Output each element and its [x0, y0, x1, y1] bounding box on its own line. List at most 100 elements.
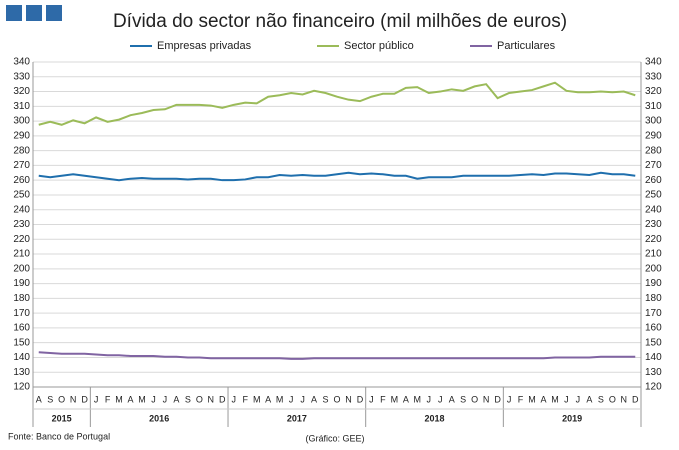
x-tick-label: M [253, 394, 261, 404]
legend-label: Sector público [344, 40, 414, 52]
x-tick-label: S [460, 394, 466, 404]
y-tick-label: 330 [13, 71, 30, 82]
x-tick-label: J [438, 394, 443, 404]
y2-tick-label: 270 [645, 160, 662, 171]
y-tick-label: 230 [13, 219, 30, 230]
legend-label: Empresas privadas [157, 40, 252, 52]
y-tick-label: 200 [13, 263, 30, 274]
x-tick-label: O [471, 394, 478, 404]
x-tick-label: J [427, 394, 432, 404]
y-tick-label: 220 [13, 234, 30, 245]
y2-tick-label: 300 [645, 116, 662, 127]
x-tick-label: S [47, 394, 53, 404]
x-tick-label: A [128, 394, 134, 404]
x-tick-label: N [345, 394, 352, 404]
x-tick-label: F [380, 394, 386, 404]
x-tick-label: M [414, 394, 422, 404]
y2-tick-label: 180 [645, 293, 662, 304]
x-tick-label: F [105, 394, 111, 404]
chart-title: Dívida do sector não financeiro (mil mil… [113, 11, 567, 32]
y-tick-label: 280 [13, 145, 30, 156]
y2-tick-label: 220 [645, 234, 662, 245]
y-tick-label: 270 [13, 160, 30, 171]
x-tick-label: A [36, 394, 42, 404]
x-tick-label: M [551, 394, 559, 404]
y-tick-label: 340 [13, 57, 30, 68]
logo-square [46, 5, 62, 21]
x-tick-label: D [632, 394, 639, 404]
y2-tick-label: 200 [645, 263, 662, 274]
y2-tick-label: 330 [645, 71, 662, 82]
x-tick-label: A [540, 394, 546, 404]
y2-tick-label: 260 [645, 175, 662, 186]
legend-label: Particulares [497, 40, 556, 52]
y-tick-label: 310 [13, 101, 30, 112]
y-tick-label: 130 [13, 367, 30, 378]
y2-tick-label: 160 [645, 323, 662, 334]
y-tick-label: 250 [13, 190, 30, 201]
y-tick-label: 210 [13, 249, 30, 260]
year-label: 2016 [149, 413, 169, 423]
y2-tick-label: 320 [645, 86, 662, 97]
y-tick-label: 140 [13, 352, 30, 363]
y2-tick-label: 130 [645, 367, 662, 378]
x-tick-label: J [94, 394, 99, 404]
x-tick-label: M [115, 394, 123, 404]
x-tick-label: D [357, 394, 364, 404]
y2-tick-label: 290 [645, 131, 662, 142]
y2-tick-label: 190 [645, 278, 662, 289]
series-line [38, 81, 636, 126]
y-tick-label: 260 [13, 175, 30, 186]
x-tick-label: J [564, 394, 569, 404]
y-tick-label: 240 [13, 204, 30, 215]
x-tick-label: M [276, 394, 284, 404]
x-tick-label: S [598, 394, 604, 404]
x-tick-label: D [494, 394, 501, 404]
y-tick-label: 170 [13, 308, 30, 319]
y-tick-label: 160 [13, 323, 30, 334]
y2-tick-label: 340 [645, 57, 662, 68]
x-tick-label: A [311, 394, 317, 404]
y2-tick-label: 120 [645, 382, 662, 393]
y-tick-label: 180 [13, 293, 30, 304]
y-tick-label: 320 [13, 86, 30, 97]
series-line [38, 171, 636, 182]
x-tick-label: O [58, 394, 65, 404]
y2-tick-label: 230 [645, 219, 662, 230]
x-tick-label: A [586, 394, 592, 404]
x-tick-label: O [609, 394, 616, 404]
year-label: 2018 [424, 413, 444, 423]
y2-tick-label: 280 [645, 145, 662, 156]
x-tick-label: O [333, 394, 340, 404]
y-tick-label: 120 [13, 382, 30, 393]
y2-tick-label: 210 [645, 249, 662, 260]
series-line [38, 351, 636, 360]
x-tick-label: D [219, 394, 226, 404]
x-tick-label: N [208, 394, 215, 404]
x-tick-label: A [173, 394, 179, 404]
x-tick-label: N [483, 394, 490, 404]
x-tick-label: A [265, 394, 271, 404]
x-tick-label: A [449, 394, 455, 404]
y2-tick-label: 170 [645, 308, 662, 319]
x-tick-label: J [289, 394, 294, 404]
x-tick-label: J [163, 394, 168, 404]
x-tick-label: M [391, 394, 399, 404]
source: Fonte: Banco de Portugal [8, 431, 110, 441]
year-label: 2019 [562, 413, 582, 423]
x-tick-label: O [196, 394, 203, 404]
y2-tick-label: 140 [645, 352, 662, 363]
x-tick-label: F [242, 394, 248, 404]
year-label: 2015 [52, 413, 72, 423]
credit: (Gráfico: GEE) [305, 433, 364, 443]
x-tick-label: M [138, 394, 146, 404]
x-tick-label: S [185, 394, 191, 404]
x-tick-label: J [507, 394, 512, 404]
x-tick-label: J [576, 394, 581, 404]
x-tick-label: N [621, 394, 628, 404]
logo-square [6, 5, 22, 21]
x-tick-label: A [403, 394, 409, 404]
x-tick-label: J [151, 394, 156, 404]
x-tick-label: M [528, 394, 536, 404]
